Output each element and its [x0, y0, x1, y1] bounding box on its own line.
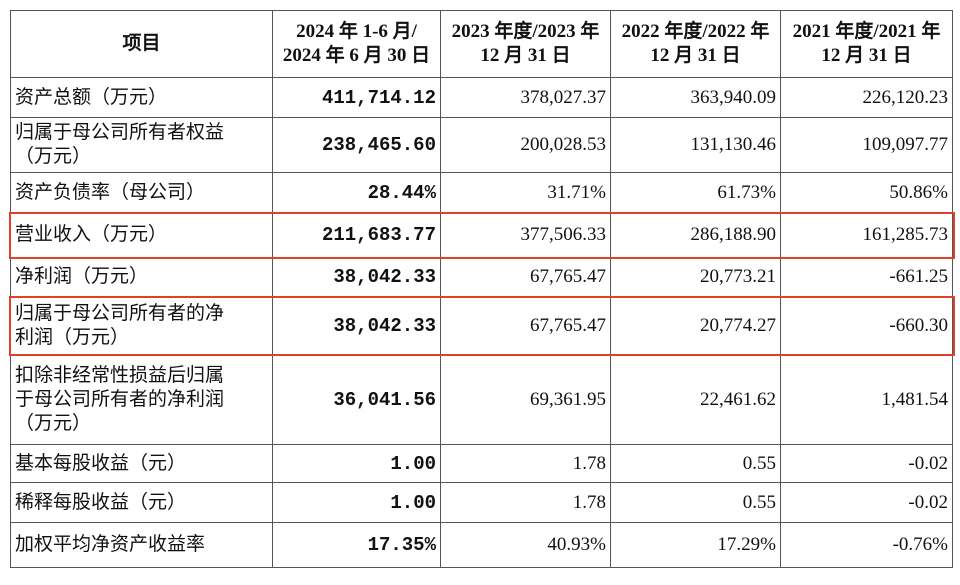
value-cell: 1,481.54	[780, 354, 953, 445]
table-row: 加权平均净资产收益率 17.35% 40.93% 17.29% -0.76%	[10, 522, 953, 568]
value-cell: 1.00	[272, 482, 441, 523]
table-row: 基本每股收益（元） 1.00 1.78 0.55 -0.02	[10, 444, 953, 483]
row-label: 净利润（万元）	[10, 257, 273, 297]
value-cell: -660.30	[780, 296, 953, 355]
row-label: 基本每股收益（元）	[10, 444, 273, 483]
cell-line: 2024 年 6 月 30 日	[282, 45, 431, 66]
value-cell: 17.35%	[272, 522, 441, 568]
value-cell: 109,097.77	[780, 117, 953, 173]
value-cell: 226,120.23	[780, 77, 953, 118]
cell-line: 项目	[122, 33, 161, 54]
value-cell: 50.86%	[780, 172, 953, 213]
cell-line: 稀释每股收益（元）	[15, 491, 187, 513]
table-row: 归属于母公司所有者权益 （万元） 238,465.60 200,028.53 131,1…	[10, 117, 953, 173]
value-cell: 1.78	[440, 444, 611, 483]
value-cell: 36,041.56	[272, 354, 441, 445]
cell-line: 加权平均净资产收益率	[15, 534, 206, 555]
table-row: 扣除非经常性损益后归属 于母公司所有者的净利润 （万元） 36,041.56 69,36…	[10, 354, 953, 445]
cell-line: 净利润（万元）	[15, 266, 149, 287]
value-cell: 61.73%	[610, 172, 781, 213]
value-cell: 363,940.09	[610, 77, 781, 118]
value-cell: 38,042.33	[272, 296, 441, 355]
value-cell: 378,027.37	[440, 77, 611, 118]
value-cell: 377,506.33	[440, 212, 611, 258]
value-cell: -0.76%	[780, 522, 953, 568]
value-cell: -661.25	[780, 257, 953, 297]
value-cell: 411,714.12	[272, 77, 441, 118]
value-cell: 20,774.27	[610, 296, 781, 355]
row-label: 加权平均净资产收益率	[10, 522, 273, 568]
cell-line: 营业收入（万元）	[15, 224, 168, 245]
table-row: 资产总额（万元） 411,714.12 378,027.37 363,940.09 22…	[10, 77, 953, 118]
cell-line: 2023 年度/2023 年	[451, 21, 600, 42]
header-row: 项目 2024 年 1-6 月/2024 年 6 月 30 日 2023 年度/20…	[10, 10, 953, 78]
row-label: 资产负债率（母公司）	[10, 172, 273, 213]
value-cell: -0.02	[780, 444, 953, 483]
value-cell: 17.29%	[610, 522, 781, 568]
header-cell: 项目	[10, 10, 273, 78]
cell-line: 2024 年 1-6 月/	[296, 21, 417, 42]
value-cell: 38,042.33	[272, 257, 441, 297]
value-cell: 22,461.62	[610, 354, 781, 445]
cell-line: 利润（万元）	[15, 326, 130, 348]
value-cell: 20,773.21	[610, 257, 781, 297]
table-row: 净利润（万元） 38,042.33 67,765.47 20,773.21 -661.2…	[10, 257, 953, 297]
value-cell: 238,465.60	[272, 117, 441, 173]
financial-table: 项目 2024 年 1-6 月/2024 年 6 月 30 日 2023 年度/20…	[10, 10, 953, 568]
table-row: 归属于母公司所有者的净 利润（万元） 38,042.33 67,765.47 20,77…	[10, 296, 953, 355]
value-cell: 67,765.47	[440, 257, 611, 297]
cell-line: 扣除非经常性损益后归属	[15, 364, 225, 386]
row-label: 营业收入（万元）	[10, 212, 273, 258]
cell-line: （万元）	[15, 146, 92, 167]
table-row: 稀释每股收益（元） 1.00 1.78 0.55 -0.02	[10, 482, 953, 523]
value-cell: 67,765.47	[440, 296, 611, 355]
row-label: 稀释每股收益（元）	[10, 482, 273, 523]
row-label: 归属于母公司所有者的净 利润（万元）	[10, 296, 273, 355]
value-cell: 0.55	[610, 482, 781, 523]
value-cell: 31.71%	[440, 172, 611, 213]
cell-line: 资产总额（万元）	[15, 86, 168, 108]
header-cell: 2023 年度/2023 年 12 月 31 日	[440, 10, 611, 78]
table-row: 资产负债率（母公司） 28.44% 31.71% 61.73% 50.86%	[10, 172, 953, 213]
table-row: 营业收入（万元） 211,683.77 377,506.33 286,188.90 16…	[10, 212, 953, 258]
row-label: 归属于母公司所有者权益 （万元）	[10, 117, 273, 173]
value-cell: 69,361.95	[440, 354, 611, 445]
value-cell: 211,683.77	[272, 212, 441, 258]
cell-line: 2021 年度/2021 年	[792, 21, 941, 42]
table-body: 资产总额（万元） 411,714.12 378,027.37 363,940.09 22…	[10, 77, 953, 568]
cell-line: 基本每股收益（元）	[15, 452, 187, 474]
cell-line: 归属于母公司所有者权益	[15, 122, 225, 143]
cell-line: 12 月 31 日	[480, 45, 571, 66]
value-cell: -0.02	[780, 482, 953, 523]
value-cell: 28.44%	[272, 172, 441, 213]
header-cell: 2024 年 1-6 月/2024 年 6 月 30 日	[272, 10, 441, 78]
value-cell: 200,028.53	[440, 117, 611, 173]
row-label: 扣除非经常性损益后归属 于母公司所有者的净利润 （万元）	[10, 354, 273, 445]
cell-line: 归属于母公司所有者的净	[15, 302, 225, 324]
value-cell: 286,188.90	[610, 212, 781, 258]
header-cell: 2022 年度/2022 年 12 月 31 日	[610, 10, 781, 78]
header-cell: 2021 年度/2021 年 12 月 31 日	[780, 10, 953, 78]
cell-line: 12 月 31 日	[821, 45, 912, 66]
row-label: 资产总额（万元）	[10, 77, 273, 118]
value-cell: 40.93%	[440, 522, 611, 568]
value-cell: 1.00	[272, 444, 441, 483]
cell-line: 2022 年度/2022 年	[621, 21, 770, 42]
value-cell: 131,130.46	[610, 117, 781, 173]
cell-line: 资产负债率（母公司）	[15, 181, 206, 203]
value-cell: 0.55	[610, 444, 781, 483]
cell-line: （万元）	[15, 412, 92, 434]
cell-line: 12 月 31 日	[650, 45, 741, 66]
value-cell: 1.78	[440, 482, 611, 523]
value-cell: 161,285.73	[780, 212, 953, 258]
cell-line: 于母公司所有者的净利润	[15, 388, 225, 410]
